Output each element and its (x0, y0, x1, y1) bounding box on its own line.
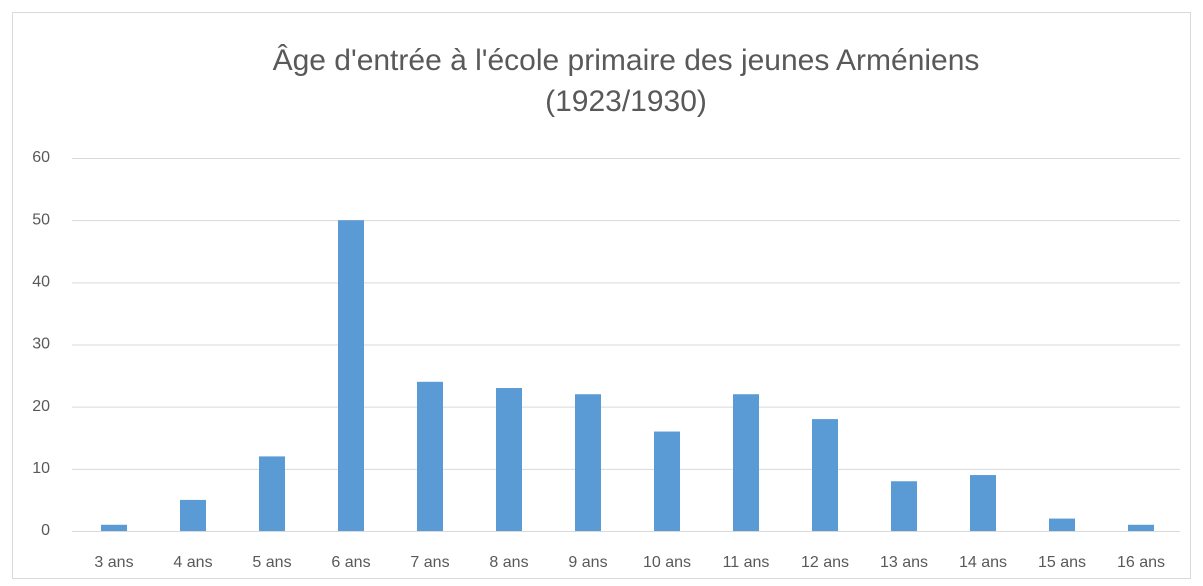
x-tick-label: 10 ans (643, 554, 691, 571)
x-tick-label: 12 ans (801, 554, 849, 571)
y-tick-label: 50 (32, 211, 50, 228)
bar (101, 524, 127, 531)
x-tick-label: 14 ans (959, 554, 1007, 571)
x-tick-label: 5 ans (252, 554, 291, 571)
bar (1049, 518, 1075, 531)
bar (417, 381, 443, 531)
bar (654, 431, 680, 531)
x-tick-label: 8 ans (489, 554, 528, 571)
bar (338, 220, 364, 531)
bar (891, 481, 917, 531)
y-tick-label: 10 (32, 460, 50, 477)
y-tick-label: 30 (32, 336, 50, 353)
y-tick-label: 0 (41, 522, 50, 539)
bar (733, 394, 759, 531)
bar (575, 394, 601, 531)
x-tick-label: 15 ans (1038, 554, 1086, 571)
bar (1128, 524, 1154, 531)
y-tick-label: 60 (32, 149, 50, 166)
x-tick-label: 11 ans (723, 554, 770, 571)
x-tick-label: 7 ans (410, 554, 449, 571)
bar (259, 456, 285, 531)
bar (812, 419, 838, 531)
y-tick-label: 40 (32, 274, 50, 291)
bar (970, 475, 996, 531)
y-tick-label: 20 (32, 398, 50, 415)
chart-title: (1923/1930) (545, 85, 707, 118)
chart-title: Âge d'entrée à l'école primaire des jeun… (273, 44, 980, 77)
x-tick-label: 4 ans (173, 554, 212, 571)
x-tick-label: 9 ans (568, 554, 607, 571)
bar (180, 499, 206, 531)
bar (496, 388, 522, 531)
x-tick-label: 13 ans (880, 554, 928, 571)
x-tick-label: 6 ans (331, 554, 370, 571)
x-tick-label: 3 ans (94, 554, 133, 571)
x-tick-label: 16 ans (1117, 554, 1165, 571)
